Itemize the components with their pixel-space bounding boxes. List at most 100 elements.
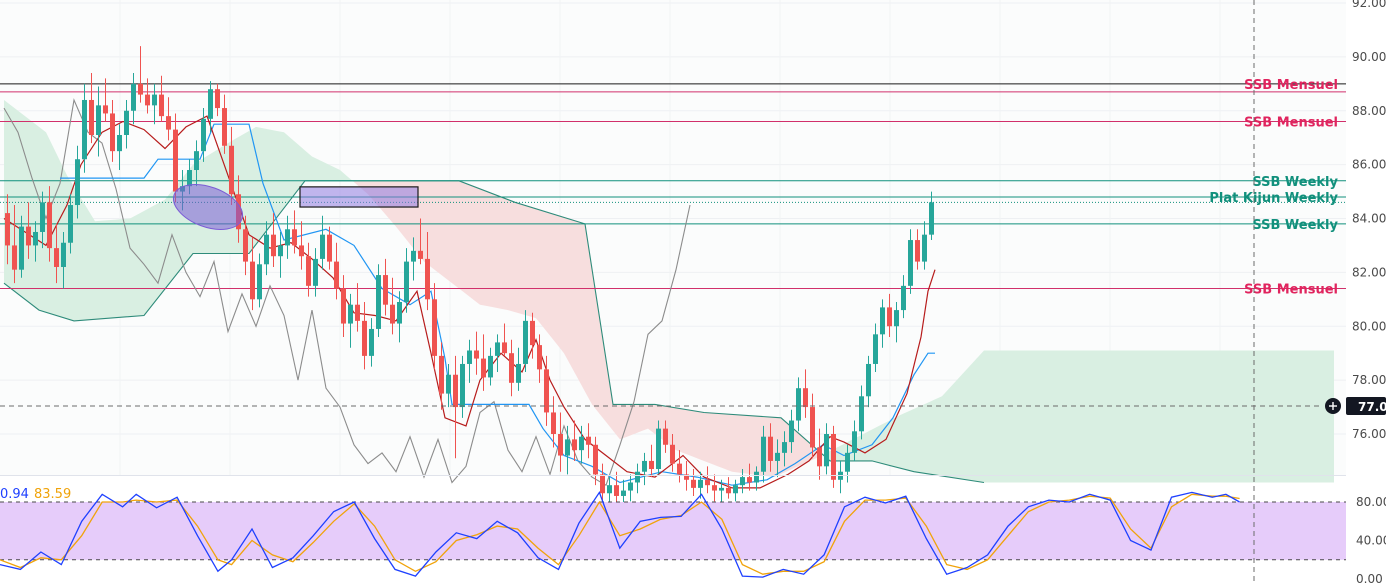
candle (663, 420, 668, 453)
cloud-segment (473, 186, 480, 305)
cloud-segment (697, 411, 704, 461)
candle (908, 229, 913, 294)
candle (495, 334, 500, 373)
cloud-segment (333, 166, 340, 181)
candle (446, 363, 451, 408)
candle (873, 323, 878, 373)
cloud-segment (683, 408, 690, 456)
candle-body (33, 231, 38, 246)
candle-body (453, 374, 458, 408)
candle (516, 347, 521, 391)
candle-body (663, 428, 668, 445)
cloud-segment (634, 404, 641, 434)
candle-body (859, 396, 864, 432)
candle-body (82, 99, 87, 160)
cloud-segment (1061, 350, 1068, 483)
candle (572, 420, 577, 461)
candle (733, 479, 738, 502)
candle-body (89, 99, 94, 135)
candle-body (376, 275, 381, 329)
candle-body (705, 479, 710, 486)
cloud-segment (123, 218, 130, 318)
stoch-d-line (0, 493, 1240, 575)
candle-body (726, 487, 731, 494)
cloud-segment (1117, 350, 1124, 483)
candle-body (558, 434, 563, 456)
candle (600, 463, 605, 502)
cloud-segment (494, 194, 501, 309)
candle (166, 97, 171, 141)
candle (33, 221, 38, 262)
cloud-segment (1012, 350, 1019, 483)
candle (880, 299, 885, 348)
candle (131, 73, 136, 125)
candle-body (824, 434, 829, 467)
add-crosshair-button[interactable] (1325, 398, 1341, 414)
cloud-segment (1278, 350, 1285, 483)
candle (768, 423, 773, 472)
cloud-segment (158, 199, 165, 298)
cloud-segment (466, 183, 473, 300)
candle-body (670, 444, 675, 464)
cloud-segment (921, 402, 928, 474)
candle (138, 46, 143, 103)
cloud-segment (571, 219, 578, 379)
cloud-segment (431, 180, 438, 273)
cloud-segment (543, 210, 550, 336)
candle-body (628, 482, 633, 491)
candle (460, 355, 465, 418)
cloud-segment (1320, 350, 1327, 483)
candle (635, 463, 640, 494)
cloud-segment (81, 198, 88, 321)
highlight-annotations (172, 183, 419, 230)
price-axis[interactable]: 92.00 90.00 88.00 86.00 84.00 82.00 80.00 78.00… (1352, 0, 1386, 441)
candle (670, 434, 675, 472)
candle (544, 355, 549, 426)
candle-body (166, 116, 171, 130)
stoch-band (0, 502, 1346, 560)
stochastic-axis[interactable]: 80.00 40.00 0.00 (1356, 495, 1386, 583)
cloud-segment (998, 350, 1005, 483)
price-tick-label: 92.00 (1352, 0, 1386, 10)
cloud-segment (277, 130, 284, 218)
candle (404, 248, 409, 313)
cloud-segment (557, 215, 564, 354)
cloud-segment (1271, 350, 1278, 483)
cloud-segment (109, 219, 116, 319)
candle (89, 73, 94, 144)
cloud-segment (1026, 350, 1033, 483)
candle (614, 471, 619, 505)
cloud-segment (242, 130, 249, 254)
candle (593, 436, 598, 486)
candle-body (397, 302, 402, 324)
cloud-segment (291, 138, 298, 199)
cloud-segment (1257, 350, 1264, 483)
candle-body (250, 261, 255, 300)
candle (348, 293, 353, 348)
candle (894, 302, 899, 343)
level-label: SSB Weekly (1252, 218, 1338, 233)
candle-body (5, 213, 10, 246)
cloud-segment (438, 180, 445, 278)
candle (747, 463, 752, 491)
candle-body (229, 145, 234, 195)
candle-body (68, 205, 73, 243)
candle-body (390, 304, 395, 324)
cloud-segment (508, 199, 515, 313)
candle (565, 425, 570, 475)
cloud-segment (1075, 350, 1082, 483)
candle-body (712, 485, 717, 491)
candle-body (292, 229, 297, 246)
candle (278, 231, 283, 278)
candle (649, 444, 654, 478)
cloud-segment (956, 373, 963, 480)
cloud-segment (1089, 350, 1096, 483)
cloud-segment (725, 413, 732, 472)
candle (824, 423, 829, 475)
candle-body (579, 436, 584, 451)
stoch-tick-label: 80.00 (1356, 495, 1386, 509)
candle (558, 412, 563, 472)
cloud-segment (711, 412, 718, 467)
candle (26, 202, 31, 259)
